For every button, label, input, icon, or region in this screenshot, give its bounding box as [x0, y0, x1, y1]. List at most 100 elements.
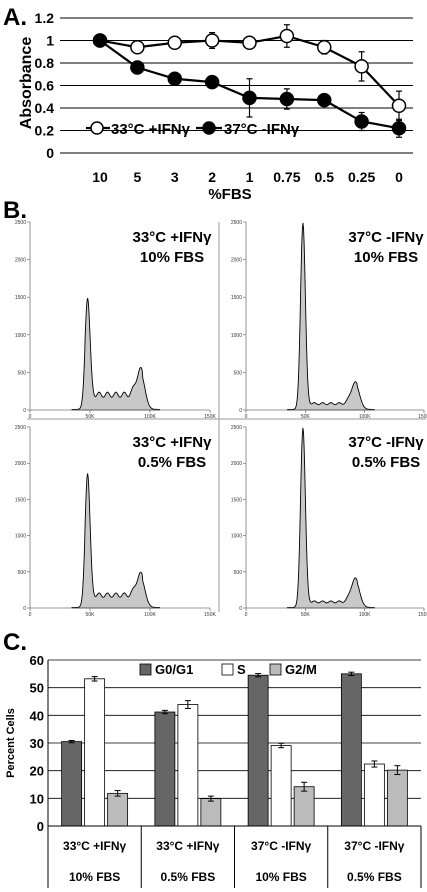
panel-b-serum-label: 10% FBS: [354, 249, 418, 266]
panel-c-bar: [84, 678, 106, 827]
panel-a-data-point: [167, 71, 182, 86]
panel-c-legend-swatch: [269, 663, 282, 676]
panel-a-y-tick: 0.8: [35, 55, 55, 71]
panel-b-histogram-2: 2500 2000 1500 1000 500 00 50K 100K 150K 37°C -IF…: [231, 220, 427, 420]
panel-a-x-tick: 0.75: [273, 169, 300, 185]
panel-c-legend-label: G0/G1: [155, 662, 193, 677]
panel-c-bar: [386, 769, 408, 827]
panel-b-x-tick: 100K: [144, 612, 156, 618]
panel-a-data-point: [204, 74, 220, 90]
panel-c-bars: [61, 671, 408, 827]
panel-b-y-tick: 2000: [15, 258, 26, 264]
panel-b-x-tick: 50K: [301, 414, 311, 420]
panel-c-bar: [247, 674, 269, 827]
panel-b-y-tick: 1000: [15, 333, 26, 339]
panel-a-gridlines: [60, 17, 413, 154]
panel-a-y-tick: 0.2: [35, 123, 55, 139]
panel-b-y-tick: 0: [239, 408, 242, 414]
panel-a-data-point: [279, 28, 295, 44]
panel-b-histogram-3: 2500 2000 1500 1000 500 00 50K 100K 150K 33°C +IF…: [15, 425, 217, 618]
panel-c-category-serum: 10% FBS: [69, 870, 120, 884]
panel-b-y-tick: 1000: [231, 534, 242, 540]
panel-c-bar: [154, 711, 176, 827]
panel-a-series-group: [92, 24, 407, 138]
panel-a-data-point: [130, 60, 145, 75]
panel-c-y-tick: 30: [30, 736, 44, 751]
panel-b-x-tick: 150K: [418, 414, 427, 420]
panel-b-y-tick: 2500: [15, 425, 26, 431]
panel-b-serum-label: 10% FBS: [140, 249, 204, 266]
panel-b-y-tick: 500: [18, 570, 27, 576]
panel-b-y-tick: 2000: [231, 461, 242, 467]
panel-c-category-serum: 0.5% FBS: [161, 870, 216, 884]
panel-c-y-tick: 50: [30, 681, 44, 696]
panel-c-legend-swatch: [221, 663, 234, 676]
panel-c-category-condition: 37°C -IFNγ: [251, 839, 311, 853]
panel-b-histogram-area: [71, 298, 161, 411]
panel-a-x-tick-labels: 10 5 3 2 1 0.75 0.5 0.25 0: [92, 169, 403, 185]
panel-c-category-condition: 33°C +IFNγ: [63, 839, 126, 853]
panel-b-x-tick: 50K: [86, 612, 96, 618]
panel-a-data-point: [242, 90, 257, 106]
panel-b-y-tick: 0: [23, 606, 26, 612]
panel-a-x-tick: 0.5: [315, 169, 335, 185]
panel-b-serum-label: 0.5% FBS: [352, 454, 420, 471]
panel-b-x-tick: 0: [245, 612, 248, 618]
panel-b-y-tick: 500: [18, 370, 27, 376]
panel-c-y-tick: 60: [30, 653, 44, 668]
panel-b-x-tick: 0: [29, 414, 32, 420]
panel-c-bar: [363, 763, 385, 827]
panel-a-data-point: [204, 33, 220, 48]
panel-b-y-tick: 1500: [15, 497, 26, 503]
panel-a-y-axis-label: Absorbance: [18, 37, 35, 130]
panel-a-data-point: [92, 33, 108, 48]
panel-b-label: B.: [3, 197, 27, 224]
panel-a-data-point: [242, 35, 257, 50]
panel-c-bar: [270, 745, 292, 827]
panel-c-bar: [200, 798, 222, 827]
panel-c-category-condition: 33°C +IFNγ: [156, 839, 219, 853]
panel-b-x-tick: 150K: [418, 612, 427, 618]
panel-a-data-point: [317, 40, 332, 55]
panel-b-x-tick: 0: [29, 612, 32, 618]
panel-b-x-tick: 50K: [301, 612, 311, 618]
panel-a-data-point: [391, 98, 407, 113]
panel-c-y-tick: 0: [37, 819, 44, 834]
panel-b-condition-label: 33°C +IFNγ: [133, 434, 213, 451]
panel-b-x-tick: 100K: [144, 414, 156, 420]
panel-b-y-tick: 1000: [15, 534, 26, 540]
panel-b-y-tick: 500: [234, 570, 243, 576]
panel-c-legend-label: G2/M: [285, 662, 317, 677]
panel-a-data-point: [279, 91, 295, 107]
panel-c-legend: G0/G1 S G2/M: [139, 662, 317, 677]
panel-b-y-tick: 1000: [231, 333, 242, 339]
panel-a-data-point: [354, 59, 369, 74]
panel-b-y-tick: 2000: [231, 258, 242, 264]
panel-a-data-point: [354, 114, 369, 129]
panel-b-y-tick: 2500: [15, 220, 26, 226]
panel-b-x-tick: 150K: [204, 612, 216, 618]
panel-b-condition-label: 37°C -IFNγ: [348, 434, 424, 451]
panel-a-x-tick: 10: [92, 169, 108, 185]
panel-a-line-chart: 0 0.2 0.4 0.6 0.8 1 1.2 Absorbance 10 5 3 2 1 0.75 0…: [18, 10, 413, 203]
panel-c-legend-label: S: [237, 662, 246, 677]
panel-b-condition-label: 33°C +IFNγ: [133, 229, 213, 246]
panel-c-bar: [61, 741, 83, 827]
panel-a-y-tick: 1.2: [35, 10, 55, 26]
panel-a-y-tick: 0.4: [35, 100, 55, 116]
panel-a-x-tick: 3: [171, 169, 179, 185]
panel-b-y-tick: 1500: [15, 295, 26, 301]
panel-a-legend-marker: [202, 121, 216, 135]
panel-a-y-tick: 1: [46, 33, 54, 49]
panel-c-bar-chart: 0 10 20 30 40 50 60 Percent Cells G0/G1 S G2/M 3…: [5, 653, 422, 888]
panel-a-data-point: [167, 35, 182, 50]
panel-c-category-condition: 37°C -IFNγ: [344, 839, 404, 853]
panel-b-y-tick: 2500: [231, 220, 242, 226]
panel-a-legend: 33°C +IFNγ 37°C -IFNγ: [86, 121, 300, 138]
panel-b-y-tick: 1500: [231, 497, 242, 503]
panel-a-x-tick: 0.25: [348, 169, 375, 185]
panel-a-x-tick: 5: [133, 169, 141, 185]
panel-a-data-point: [317, 92, 332, 108]
